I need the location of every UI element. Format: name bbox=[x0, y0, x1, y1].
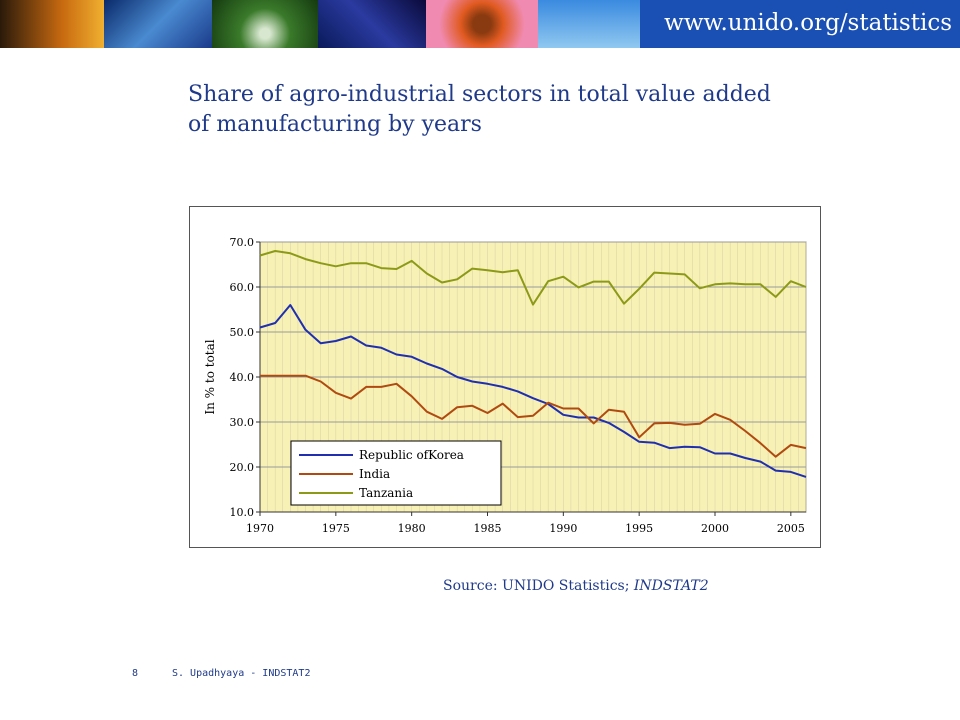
source-prefix: Source: UNIDO Statistics; bbox=[443, 578, 634, 594]
x-tick-label: 2000 bbox=[701, 522, 729, 535]
y-tick-label: 50.0 bbox=[230, 326, 255, 339]
source-note: Source: UNIDO Statistics; INDSTAT2 bbox=[443, 578, 709, 594]
y-tick-label: 20.0 bbox=[230, 461, 255, 474]
banner-image-silhouette bbox=[0, 0, 104, 48]
x-tick-label: 2005 bbox=[777, 522, 805, 535]
legend-label-0: Republic ofKorea bbox=[359, 448, 464, 462]
x-tick-label: 1970 bbox=[246, 522, 274, 535]
line-chart: 10.0 20.0 30.0 40.0 50.0 60.0 70.0 1970 1975 1980… bbox=[203, 236, 807, 535]
banner-image-test-tubes bbox=[104, 0, 212, 48]
x-tick-label: 1990 bbox=[549, 522, 577, 535]
y-axis-label: In % to total bbox=[203, 339, 217, 414]
banner-image-leaves bbox=[212, 0, 318, 48]
y-tick-label: 70.0 bbox=[230, 236, 255, 249]
legend-label-1: India bbox=[359, 467, 390, 481]
series-line-2 bbox=[259, 250, 807, 306]
x-tick-label: 1985 bbox=[474, 522, 502, 535]
x-tick-label: 1995 bbox=[625, 522, 653, 535]
slide-title: Share of agro-industrial sectors in tota… bbox=[188, 82, 771, 137]
banner-image-wind-turbines bbox=[538, 0, 640, 48]
series-line-0 bbox=[259, 304, 807, 478]
series-line-1 bbox=[260, 374, 807, 458]
header-banner: www.unido.org/statistics bbox=[0, 0, 960, 48]
source-dataset: INDSTAT2 bbox=[633, 578, 709, 594]
chart-frame: 10.0 20.0 30.0 40.0 50.0 60.0 70.0 1970 1975 1980… bbox=[189, 206, 821, 548]
banner-image-circuit bbox=[318, 0, 426, 48]
x-tick-label: 1975 bbox=[322, 522, 350, 535]
y-tick-label: 30.0 bbox=[230, 416, 255, 429]
page-number: 8 bbox=[132, 668, 139, 679]
y-tick-label: 60.0 bbox=[230, 281, 255, 294]
website-link[interactable]: www.unido.org/statistics bbox=[664, 10, 952, 36]
footer-author: S. Upadhyaya - INDSTAT2 bbox=[172, 668, 311, 679]
x-tick-label: 1980 bbox=[398, 522, 426, 535]
legend-label-2: Tanzania bbox=[359, 486, 413, 500]
banner-image-flower bbox=[426, 0, 538, 48]
y-tick-label: 10.0 bbox=[230, 506, 255, 519]
y-tick-label: 40.0 bbox=[230, 371, 255, 384]
